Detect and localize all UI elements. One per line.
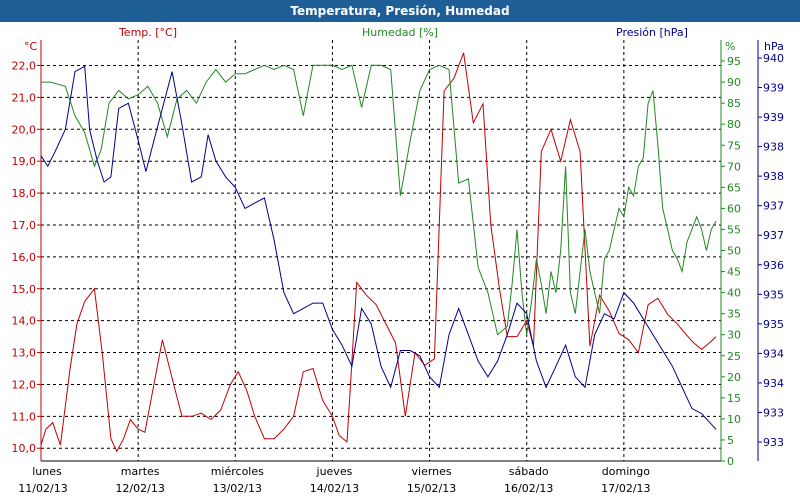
pres-tick-label: 939: [763, 111, 784, 124]
temp-tick-label: 21,0: [12, 91, 37, 104]
hum-tick-label: 40: [727, 287, 741, 300]
temp-tick-label: 11,0: [12, 410, 37, 423]
temp-tick-label: 22,0: [12, 60, 37, 73]
hum-tick-label: 75: [727, 139, 741, 152]
x-tick-date: 16/02/13: [504, 482, 553, 495]
hum-tick-label: 95: [727, 55, 741, 68]
temp-tick-label: 16,0: [12, 251, 37, 264]
pres-tick-label: 935: [763, 288, 784, 301]
hum-tick-label: 20: [727, 371, 741, 384]
pres-axis-title: Presión [hPa]: [616, 26, 688, 39]
x-tick-day: domingo: [602, 465, 650, 478]
x-tick-date: 12/02/13: [115, 482, 164, 495]
temp-tick-label: 18,0: [12, 187, 37, 200]
temp-tick-label: 12,0: [12, 378, 37, 391]
hum-tick-label: 15: [727, 392, 741, 405]
hum-tick-label: 50: [727, 245, 741, 258]
weather-chart: 10,0 11,0 12,0 13,0 14,0 15,0 16,0 17,0 18,0 19,0…: [12, 26, 785, 495]
x-tick-date: 11/02/13: [18, 482, 67, 495]
pres-tick-label: 938: [763, 141, 784, 154]
series-lines: [40, 52, 717, 453]
grid: [41, 40, 721, 461]
hum-tick-label: 30: [727, 329, 741, 342]
series-temp-line: [40, 52, 717, 453]
hum-tick-label: 85: [727, 97, 741, 110]
x-tick-day: viernes: [412, 465, 452, 478]
pres-tick-label: 934: [763, 377, 784, 390]
hum-unit: %: [725, 40, 735, 53]
hum-tick-label: 25: [727, 350, 741, 363]
x-tick-date: 15/02/13: [407, 482, 456, 495]
pres-tick-label: 937: [763, 200, 784, 213]
temp-axis-title: Temp. [°C]: [118, 26, 177, 39]
x-tick-date: 13/02/13: [213, 482, 262, 495]
x-tick-day: miércoles: [211, 465, 264, 478]
temp-tick-label: 15,0: [12, 283, 37, 296]
hum-tick-label: 35: [727, 308, 741, 321]
pres-tick-label: 937: [763, 229, 784, 242]
chart-title: Temperatura, Presión, Humedad: [0, 0, 800, 22]
hum-tick-label: 5: [727, 434, 734, 447]
pres-tick-label: 935: [763, 318, 784, 331]
temp-unit: °C: [24, 40, 38, 53]
temp-tick-label: 20,0: [12, 123, 37, 136]
x-tick-date: 14/02/13: [310, 482, 359, 495]
temp-tick-label: 19,0: [12, 155, 37, 168]
pres-tick-label: 934: [763, 347, 784, 360]
temp-tick-label: 14,0: [12, 315, 37, 328]
axes: [37, 40, 762, 462]
hum-tick-label: 0: [727, 455, 734, 468]
x-tick-day: lunes: [32, 465, 62, 478]
pres-tick-label: 933: [763, 436, 784, 449]
hum-tick-label: 55: [727, 223, 741, 236]
series-hum-line: [41, 64, 717, 336]
hum-tick-label: 45: [727, 266, 741, 279]
hum-tick-label: 70: [727, 160, 741, 173]
temp-tick-label: 13,0: [12, 347, 37, 360]
pres-tick-label: 938: [763, 170, 784, 183]
hum-tick-label: 60: [727, 202, 741, 215]
x-tick-day: jueves: [316, 465, 353, 478]
hum-tick-label: 10: [727, 413, 741, 426]
pres-tick-label: 933: [763, 406, 784, 419]
series-pres-line: [40, 65, 717, 430]
hum-axis-title: Humedad [%]: [362, 26, 438, 39]
pres-unit: hPa: [764, 40, 784, 53]
pres-tick-label: 936: [763, 259, 784, 272]
hum-tick-label: 65: [727, 181, 741, 194]
axis-labels: 10,0 11,0 12,0 13,0 14,0 15,0 16,0 17,0 18,0 19,0…: [12, 26, 785, 495]
x-tick-date: 17/02/13: [601, 482, 650, 495]
hum-tick-label: 90: [727, 76, 741, 89]
pres-tick-label: 939: [763, 82, 784, 95]
x-tick-day: sábado: [509, 465, 549, 478]
temp-tick-label: 17,0: [12, 219, 37, 232]
temp-tick-label: 10,0: [12, 442, 37, 455]
pres-tick-label: 940: [763, 52, 784, 65]
hum-tick-label: 80: [727, 118, 741, 131]
x-tick-day: martes: [121, 465, 160, 478]
